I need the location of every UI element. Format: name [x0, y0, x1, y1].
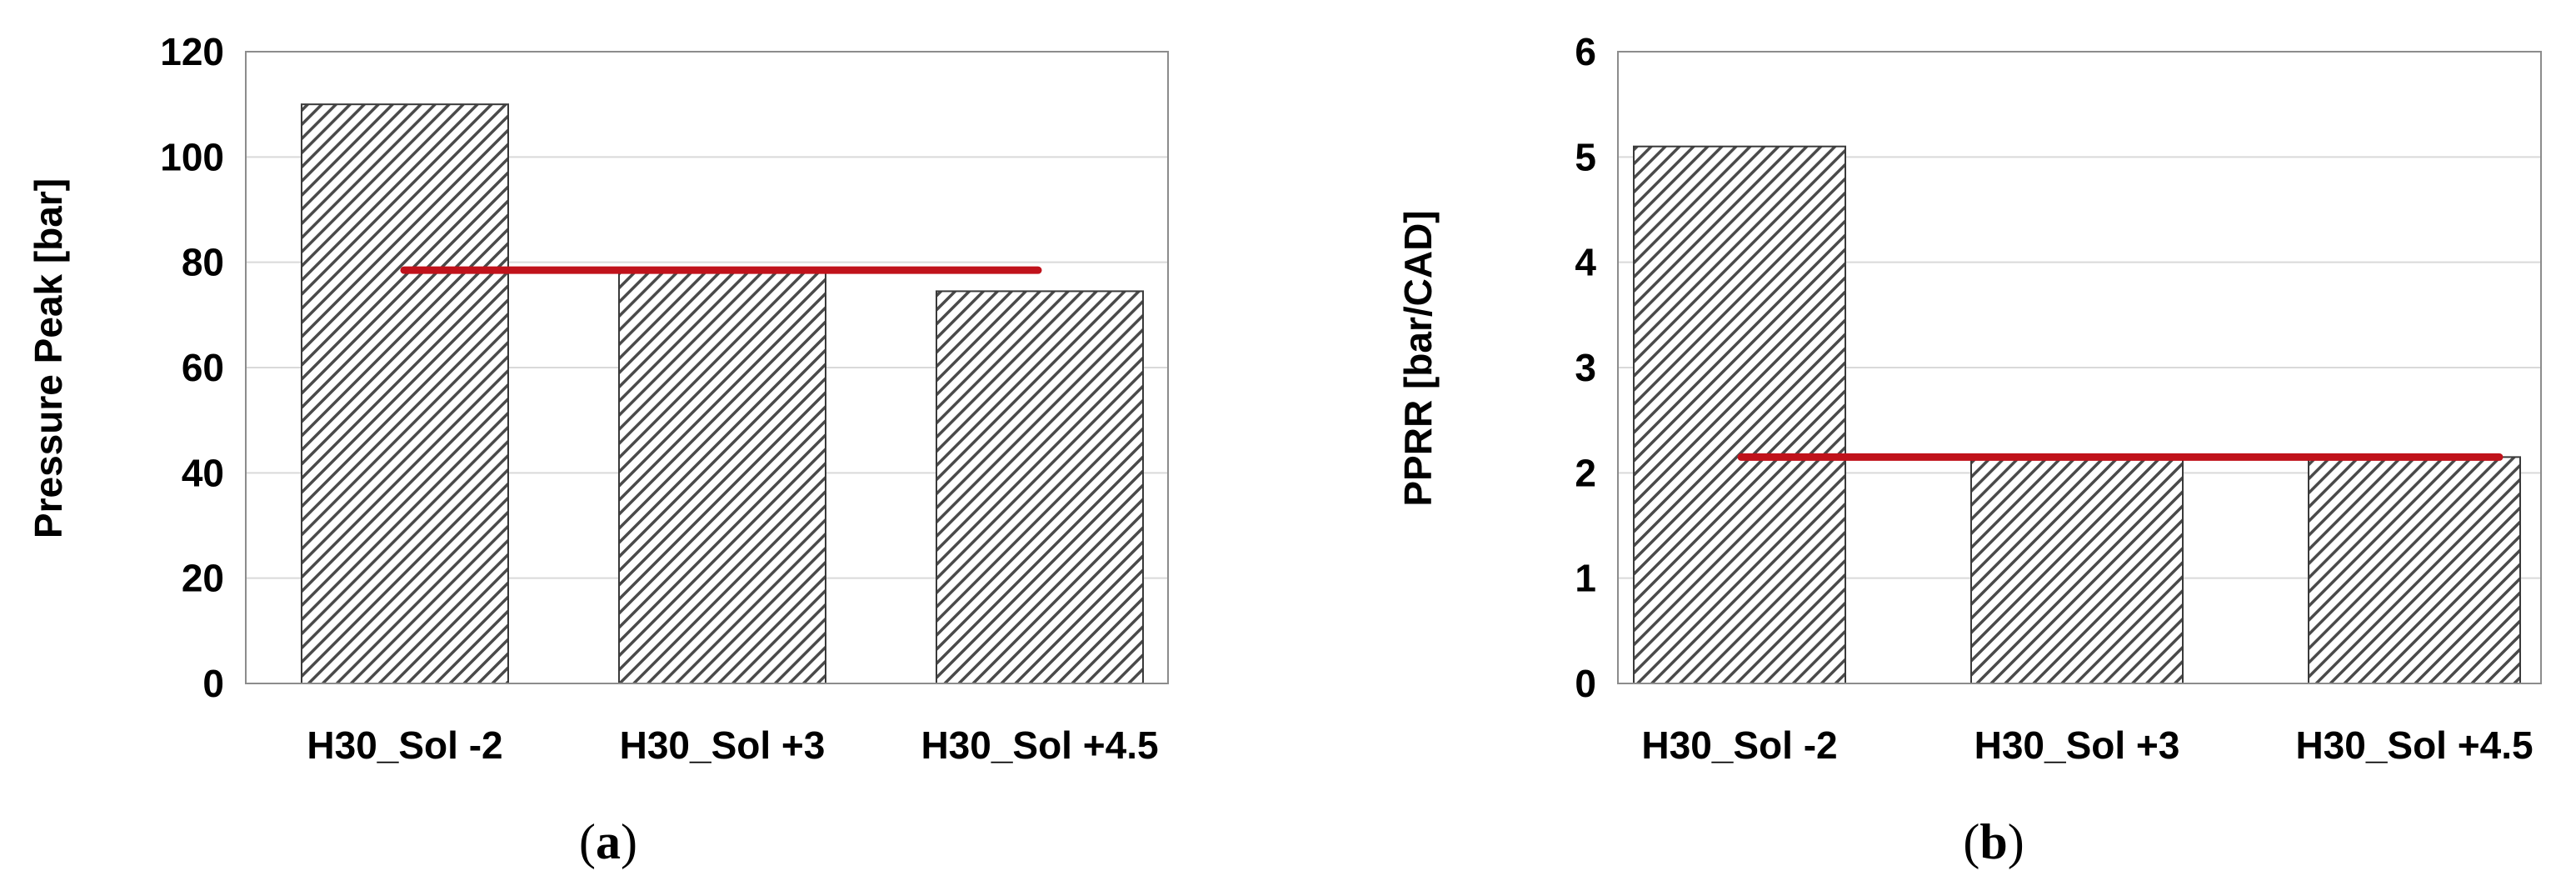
chart-panel-b: 0 1 2 3 4 5 6 H30_Sol -2 H30_Sol +3 H30_Sol +4.5…	[1396, 30, 2542, 869]
y-tick-label: 2	[1575, 451, 1596, 494]
y-tick-labels-b: 0 1 2 3 4 5 6	[1575, 30, 1596, 705]
y-tick-label: 0	[1575, 662, 1596, 705]
y-tick-label: 40	[182, 451, 224, 494]
bar	[936, 290, 1144, 684]
bar	[1970, 456, 2184, 685]
y-tick-label: 80	[182, 241, 224, 284]
y-tick-label: 6	[1575, 30, 1596, 73]
plot-frame-a	[245, 51, 1169, 684]
y-tick-label: 1	[1575, 557, 1596, 600]
y-axis-label-a: Pressure Peak [bar]	[27, 178, 70, 538]
panel-letter-b: b	[1979, 814, 2007, 869]
y-tick-label: 120	[160, 30, 224, 73]
panel-label-a: (a)	[579, 814, 637, 869]
y-tick-label: 60	[182, 346, 224, 389]
x-tick-label: H30_Sol +3	[1974, 723, 2180, 767]
x-tick-label: H30_Sol -2	[1641, 723, 1837, 767]
plot-frame-b	[1617, 51, 2542, 684]
y-tick-label: 20	[182, 557, 224, 600]
x-tick-label: H30_Sol +4.5	[921, 723, 1158, 767]
y-tick-label: 100	[160, 135, 224, 178]
panel-letter-a: a	[596, 814, 621, 869]
y-tick-label: 5	[1575, 135, 1596, 178]
y-tick-label: 0	[202, 662, 224, 705]
bars-b	[1633, 145, 2521, 685]
y-tick-label: 3	[1575, 346, 1596, 389]
bar	[301, 103, 509, 684]
x-tick-label: H30_Sol -2	[307, 723, 502, 767]
x-tick-labels-a: H30_Sol -2 H30_Sol +3 H30_Sol +4.5	[307, 723, 1158, 767]
x-tick-label: H30_Sol +4.5	[2295, 723, 2533, 767]
y-axis-label-b: PPRR [bar/CAD]	[1396, 210, 1440, 506]
bars-a	[301, 103, 1144, 684]
bar	[2308, 456, 2521, 685]
panel-label-b: (b)	[1963, 814, 2024, 869]
x-tick-labels-b: H30_Sol -2 H30_Sol +3 H30_Sol +4.5	[1641, 723, 2533, 767]
y-tick-label: 4	[1575, 241, 1596, 284]
bar	[618, 272, 826, 684]
x-tick-label: H30_Sol +3	[620, 723, 826, 767]
bar	[1633, 145, 1846, 684]
y-tick-labels-a: 0 20 40 60 80 100 120	[160, 30, 224, 705]
